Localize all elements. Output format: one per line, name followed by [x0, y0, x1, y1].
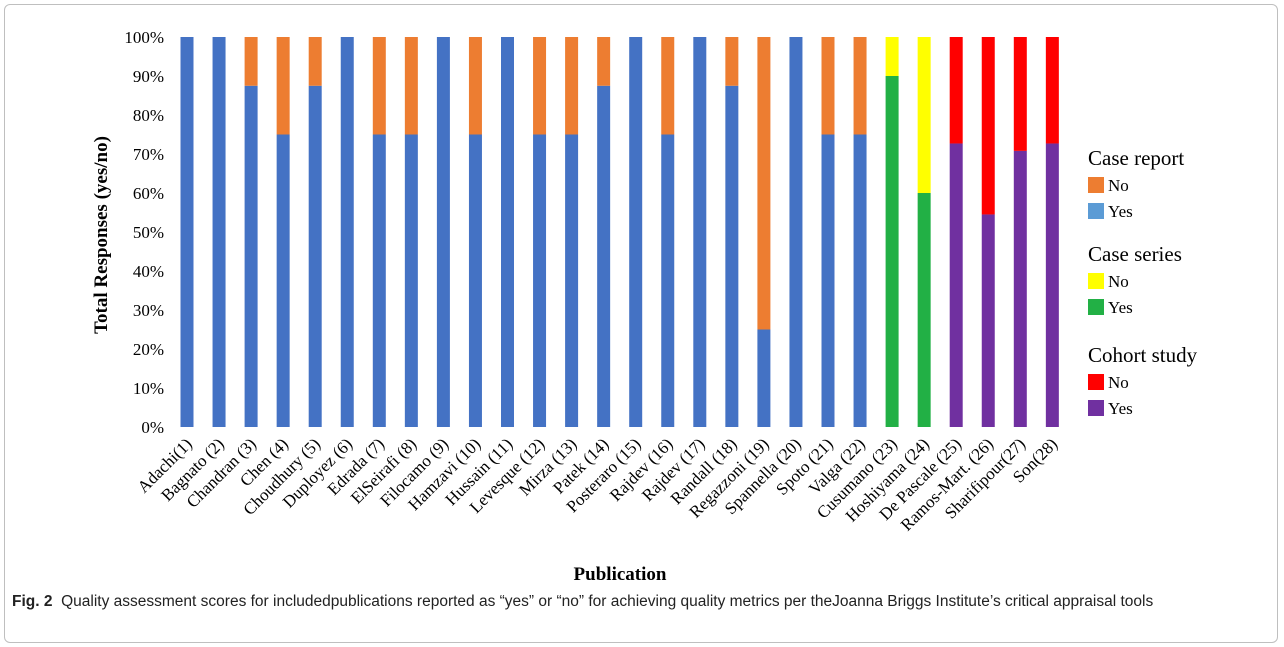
y-tick-label: 50% [133, 223, 164, 242]
legend-title: Cohort study [1088, 343, 1198, 367]
bar-no [821, 37, 835, 135]
bar-yes [949, 143, 963, 427]
bar-yes [885, 76, 899, 427]
legend-title: Case report [1088, 146, 1184, 170]
bar-no [757, 37, 771, 330]
legend-label: Yes [1108, 298, 1133, 317]
y-tick-label: 100% [124, 28, 164, 47]
bar-yes [533, 134, 547, 427]
bar-no [949, 37, 963, 144]
legend-label: No [1108, 373, 1129, 392]
y-tick-label: 30% [133, 301, 164, 320]
bar-yes [757, 329, 771, 427]
legend-swatch [1088, 273, 1104, 289]
y-tick-label: 80% [133, 106, 164, 125]
stacked-bar-chart: 0% 10% 20% 30% 40% 50% 60% 70% 80% 90% 100% Adachi… [91, 28, 1198, 585]
bar-yes [1045, 143, 1059, 427]
bar-no [1045, 37, 1059, 144]
bar-yes [404, 134, 418, 427]
y-tick-label: 40% [133, 262, 164, 281]
legend-swatch [1088, 299, 1104, 315]
bar-no [885, 37, 899, 76]
legend-swatch [1088, 374, 1104, 390]
legend-swatch [1088, 177, 1104, 193]
bars [180, 37, 1059, 427]
bar-yes [565, 134, 579, 427]
bar-yes [501, 37, 514, 427]
x-axis-ticks: Adachi(1)Bagnato (2)Chandran (3)Chen (4)… [134, 434, 1062, 534]
bar-yes [821, 134, 835, 427]
bar-yes [340, 37, 354, 427]
figure-caption: Fig. 2 Quality assessment scores for inc… [12, 591, 1272, 612]
legend-swatch [1088, 203, 1104, 219]
bar-yes [276, 134, 290, 427]
bar-no [404, 37, 418, 135]
legend-label: Yes [1108, 399, 1133, 418]
bar-yes [308, 85, 322, 427]
bar-yes [981, 214, 995, 427]
legend-label: No [1108, 176, 1129, 195]
bar-no [981, 37, 995, 215]
bar-no [372, 37, 386, 135]
bar-yes [661, 134, 675, 427]
legend-swatch [1088, 400, 1104, 416]
legend-label: Yes [1108, 202, 1133, 221]
bar-no [853, 37, 867, 135]
bar-no [244, 37, 258, 86]
bar-no [533, 37, 547, 135]
y-tick-label: 10% [133, 379, 164, 398]
x-axis-label: Publication [574, 564, 667, 585]
y-axis-label: Total Responses (yes/no) [91, 136, 112, 334]
bar-yes [372, 134, 386, 427]
bar-yes [853, 134, 867, 427]
bar-yes [789, 37, 803, 427]
bar-yes [597, 85, 611, 427]
bar-no [468, 37, 482, 135]
figure-label: Fig. 2 [12, 593, 53, 610]
bar-no [276, 37, 290, 135]
y-tick-label: 20% [133, 340, 164, 359]
legend-title: Case series [1088, 242, 1182, 266]
bar-no [917, 37, 931, 193]
bar-no [1013, 37, 1027, 151]
figure-frame: 0% 10% 20% 30% 40% 50% 60% 70% 80% 90% 100% Adachi… [4, 4, 1278, 643]
y-tick-label: 90% [133, 67, 164, 86]
bar-no [308, 37, 322, 86]
bar-no [725, 37, 739, 86]
bar-yes [244, 85, 258, 427]
bar-yes [917, 193, 931, 427]
y-axis: 0% 10% 20% 30% 40% 50% 60% 70% 80% 90% 100% [124, 28, 164, 437]
bar-yes [212, 37, 226, 427]
figure-caption-text: Quality assessment scores for includedpu… [61, 593, 1154, 610]
bar-no [565, 37, 579, 135]
bar-yes [725, 85, 739, 427]
bar-yes [180, 37, 194, 427]
bar-no [597, 37, 611, 86]
bar-yes [436, 37, 450, 427]
legend-label: No [1108, 272, 1129, 291]
bar-yes [1013, 150, 1027, 427]
bar-yes [468, 134, 482, 427]
bar-yes [693, 37, 707, 427]
y-tick-label: 70% [133, 145, 164, 164]
bar-no [661, 37, 675, 135]
y-tick-label: 0% [141, 418, 164, 437]
legend: Case report No Yes Case series No Yes Cohort s… [1088, 146, 1198, 418]
bar-yes [629, 37, 643, 427]
y-tick-label: 60% [133, 184, 164, 203]
